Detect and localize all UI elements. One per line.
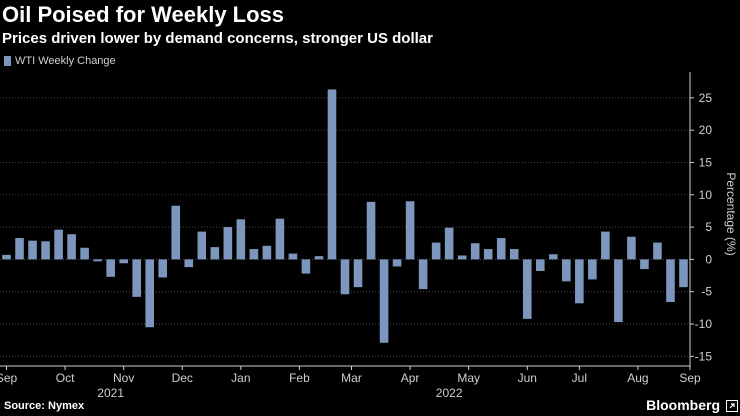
- bar: [640, 259, 649, 270]
- bar: [223, 227, 233, 260]
- bar: [184, 259, 194, 268]
- bar: [197, 231, 207, 260]
- bar: [470, 243, 480, 260]
- y-tick-label: -15: [695, 349, 713, 363]
- bar: [236, 219, 246, 260]
- bar: [327, 89, 337, 260]
- bar: [627, 236, 636, 260]
- bar: [132, 259, 141, 297]
- x-tick-label: Nov: [113, 371, 134, 385]
- y-tick-label: 5: [705, 220, 712, 234]
- bar: [588, 259, 597, 280]
- bar: [601, 231, 610, 260]
- bar: [93, 259, 102, 262]
- bar: [392, 259, 402, 267]
- bar: [379, 259, 389, 343]
- x-tick-label: Jul: [572, 371, 587, 385]
- y-tick-label: 0: [705, 252, 712, 266]
- bar: [80, 247, 89, 260]
- y-tick-label: 20: [699, 123, 713, 137]
- y-tick-label: -5: [701, 285, 712, 299]
- bar: [353, 259, 363, 288]
- bar: [666, 259, 675, 303]
- x-tick-label: Dec: [172, 371, 193, 385]
- x-tick-label: Sep: [679, 371, 701, 385]
- bar: [2, 254, 11, 260]
- chart-title: Oil Poised for Weekly Loss: [2, 2, 285, 27]
- bar: [405, 201, 415, 260]
- x-tick-label: Jun: [518, 371, 537, 385]
- bar: [535, 259, 545, 272]
- x-tick-label: Oct: [56, 371, 75, 385]
- bar: [496, 238, 506, 260]
- bar: [549, 254, 558, 260]
- bar: [314, 256, 324, 260]
- bar: [614, 259, 623, 323]
- y-tick-label: 25: [699, 91, 713, 105]
- expand-icon[interactable]: [726, 400, 738, 412]
- bar: [249, 249, 259, 260]
- bar: [483, 249, 493, 260]
- legend: WTI Weekly Change: [4, 55, 116, 67]
- bar: [522, 259, 532, 319]
- bar: [575, 259, 584, 304]
- y-tick-label: 10: [699, 188, 713, 202]
- source-note: Source: Nymex: [4, 400, 85, 412]
- bar: [340, 259, 350, 295]
- bar: [119, 259, 128, 264]
- bar: [54, 229, 63, 260]
- year-label: 2021: [97, 386, 124, 400]
- x-tick-label: May: [457, 371, 480, 385]
- bar: [106, 259, 115, 277]
- bar: [210, 247, 220, 260]
- bar: [262, 245, 272, 260]
- bar: [275, 218, 285, 260]
- bar: [653, 242, 662, 260]
- bar: [444, 227, 454, 260]
- bloomberg-logo: Bloomberg: [646, 397, 720, 413]
- bar: [171, 205, 181, 260]
- bar: [28, 240, 37, 260]
- x-tick-label: Feb: [289, 371, 310, 385]
- bar: [41, 241, 50, 260]
- bar: [457, 255, 467, 260]
- bar: [158, 259, 168, 278]
- bar: [366, 201, 376, 260]
- x-tick-label: Sep: [0, 371, 18, 385]
- bar: [431, 242, 441, 260]
- bar: [288, 253, 298, 260]
- bar: [301, 259, 311, 274]
- chart-subtitle: Prices driven lower by demand concerns, …: [2, 30, 433, 47]
- x-tick-label: Apr: [401, 371, 420, 385]
- bar: [418, 259, 428, 290]
- bar: [145, 259, 155, 328]
- year-label: 2022: [436, 386, 463, 400]
- y-tick-label: 15: [699, 155, 713, 169]
- x-tick-label: Mar: [341, 371, 362, 385]
- y-tick-label: -10: [695, 317, 713, 331]
- bar: [509, 249, 519, 260]
- legend-swatch: [4, 56, 11, 66]
- legend-label: WTI Weekly Change: [15, 55, 116, 67]
- bar: [67, 234, 76, 260]
- bar: [679, 259, 688, 288]
- x-tick-label: Jan: [231, 371, 250, 385]
- y-axis-title: Percentage (%): [724, 172, 738, 255]
- bar: [562, 259, 571, 282]
- x-tick-label: Aug: [627, 371, 648, 385]
- bar: [15, 238, 24, 260]
